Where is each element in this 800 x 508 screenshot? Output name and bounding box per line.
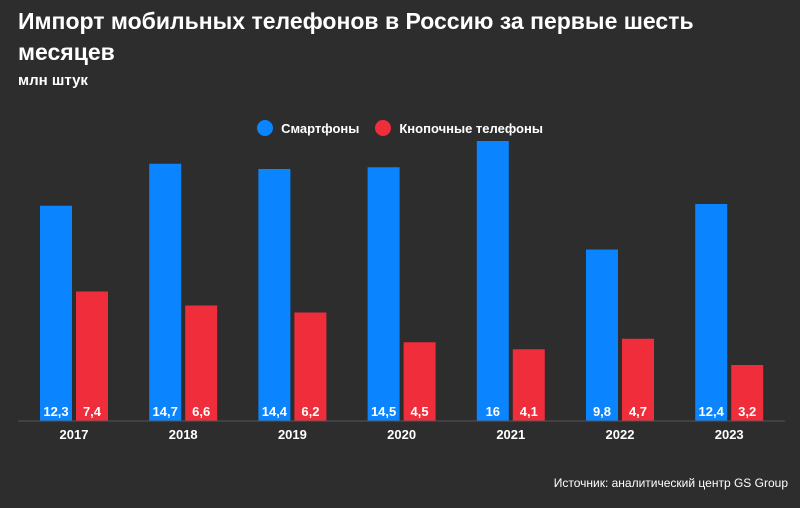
bar-smartphones-2017 (40, 205, 72, 421)
bar-feature-phones-2017 (76, 291, 108, 421)
bar-feature-phones-2023 (731, 365, 764, 421)
bar-feature-phones-2019 (294, 312, 327, 421)
x-tick-label: 2022 (606, 427, 635, 442)
data-label: 4,7 (629, 404, 647, 419)
x-tick-label: 2017 (60, 427, 89, 442)
bar-smartphones-2023 (695, 204, 728, 421)
legend-swatch-red (375, 120, 392, 136)
bar-feature-phones-2021 (512, 349, 545, 421)
bar-smartphones-2021 (476, 141, 509, 421)
x-tick-label: 2023 (715, 427, 744, 442)
data-label: 14,5 (371, 404, 396, 419)
x-tick-label: 2021 (496, 427, 525, 442)
bar-smartphones-2022 (586, 249, 618, 421)
data-label: 4,5 (411, 404, 429, 419)
data-label: 9,8 (593, 404, 611, 419)
legend-item-smartphones[interactable]: Смартфоны (257, 120, 359, 136)
chart-title: Импорт мобильных телефонов в Россию за п… (18, 8, 694, 65)
bar-smartphones-2019 (258, 169, 291, 421)
data-label: 16 (486, 404, 500, 419)
bar-smartphones-2020 (367, 167, 400, 421)
x-tick-label: 2018 (169, 427, 198, 442)
bar-feature-phones-2018 (185, 305, 218, 421)
data-label: 14,4 (262, 404, 288, 419)
data-label: 3,2 (738, 404, 756, 419)
data-label: 7,4 (83, 404, 102, 419)
data-label: 12,4 (699, 404, 725, 419)
data-label: 4,1 (520, 404, 538, 419)
bar-smartphones-2018 (149, 163, 182, 421)
x-tick-label: 2020 (387, 427, 416, 442)
legend-label: Смартфоны (281, 120, 360, 136)
x-tick-label: 2019 (278, 427, 307, 442)
legend-swatch-blue (257, 120, 274, 136)
bar-feature-phones-2020 (403, 342, 436, 421)
data-label: 6,2 (301, 404, 319, 419)
data-label: 12,3 (43, 404, 68, 419)
legend-item-feature-phones[interactable]: Кнопочные телефоны (375, 120, 543, 136)
bar-feature-phones-2022 (622, 338, 654, 421)
legend-label: Кнопочные телефоны (399, 120, 543, 136)
legend: Смартфоны Кнопочные телефоны (0, 120, 800, 136)
chart-subtitle: млн штук (18, 72, 88, 89)
source-note: Источник: аналитический центр GS Group (553, 476, 788, 490)
data-label: 6,6 (192, 404, 210, 419)
data-label: 14,7 (153, 404, 178, 419)
